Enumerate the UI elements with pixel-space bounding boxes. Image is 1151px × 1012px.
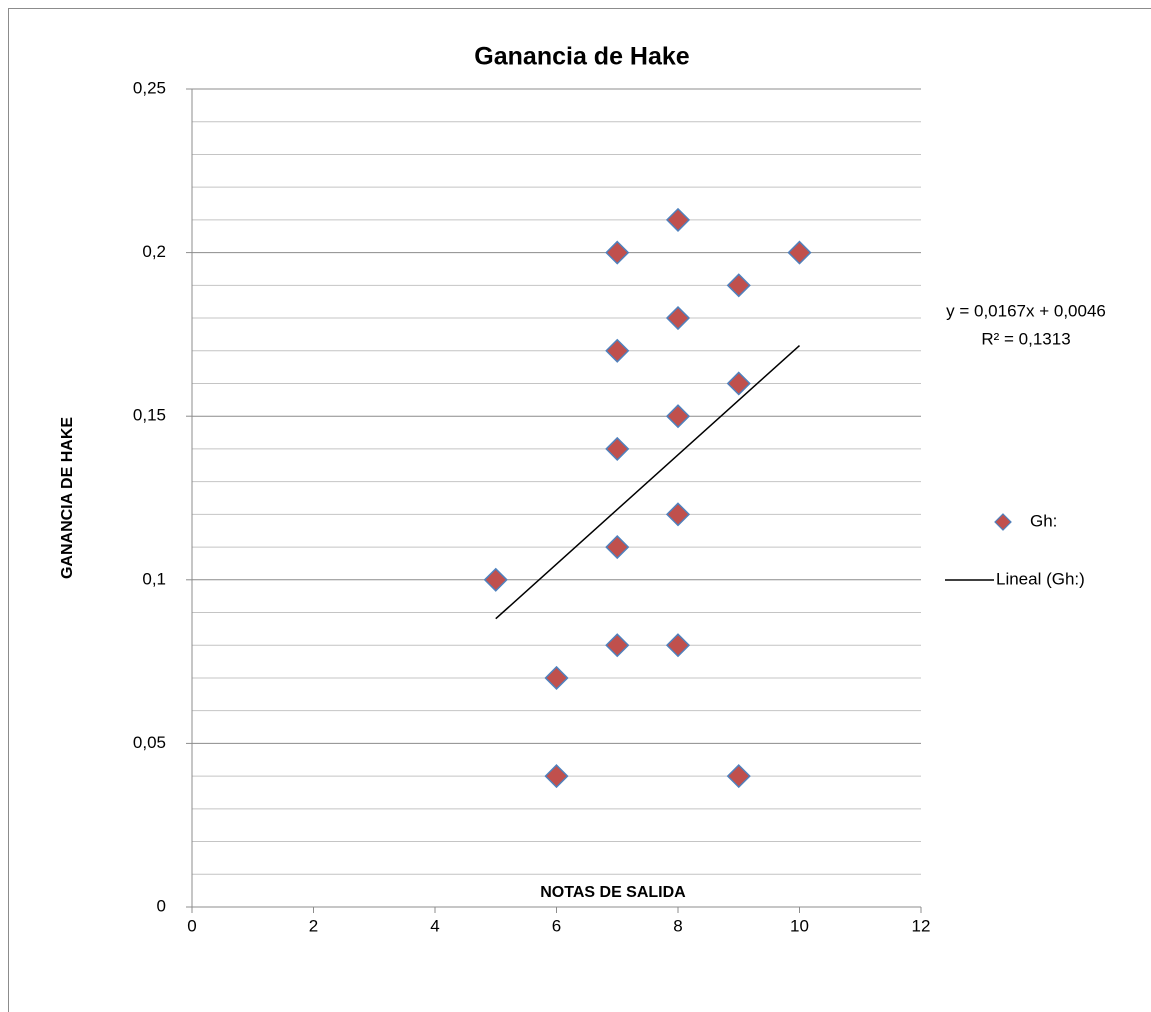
legend-marker — [994, 513, 1012, 531]
scatter-point — [605, 338, 630, 363]
scatter-point — [665, 633, 691, 658]
y-axis-title: GANANCIA DE HAKE — [59, 417, 76, 579]
scatter-point — [665, 305, 691, 331]
y-tick-label: 0,2 — [142, 242, 166, 261]
scatter-point — [605, 240, 630, 265]
scatter-point — [605, 436, 630, 461]
scatter-point — [665, 502, 691, 527]
y-tick-label: 0 — [157, 896, 166, 915]
scatter-point — [726, 764, 751, 789]
scatter-point — [544, 764, 569, 789]
chart-title: Ganancia de Hake — [474, 43, 689, 71]
trendline — [495, 344, 801, 620]
x-tick-label: 10 — [790, 916, 809, 935]
y-tick-label: 0,05 — [133, 733, 166, 752]
scatter-point — [665, 207, 691, 232]
scatter-point — [726, 371, 751, 396]
scatter-point — [544, 665, 569, 691]
x-tick-label: 6 — [552, 916, 561, 935]
legend-label: Lineal (Gh:) — [996, 569, 1085, 588]
x-tick-label: 0 — [187, 916, 196, 935]
trendline-equation: y = 0,0167x + 0,0046 — [946, 301, 1106, 320]
x-tick-label: 4 — [430, 916, 439, 935]
x-tick-label: 2 — [309, 916, 318, 935]
y-tick-label: 0,1 — [142, 569, 166, 588]
y-tick-label: 0,25 — [133, 78, 166, 97]
scatter-point — [605, 633, 630, 658]
scatter-point — [605, 535, 630, 560]
scatter-point — [726, 273, 751, 298]
x-axis-title: NOTAS DE SALIDA — [540, 884, 686, 901]
trendline-r2: R² = 0,1313 — [981, 329, 1070, 348]
scatter-point — [787, 240, 812, 265]
scatter-point — [665, 404, 691, 429]
scatter-point — [483, 567, 508, 592]
chart-frame — [8, 8, 1151, 1012]
x-tick-label: 8 — [673, 916, 682, 935]
legend-label: Gh: — [1030, 511, 1057, 530]
x-tick-label: 12 — [912, 916, 931, 935]
y-tick-label: 0,15 — [133, 406, 166, 425]
